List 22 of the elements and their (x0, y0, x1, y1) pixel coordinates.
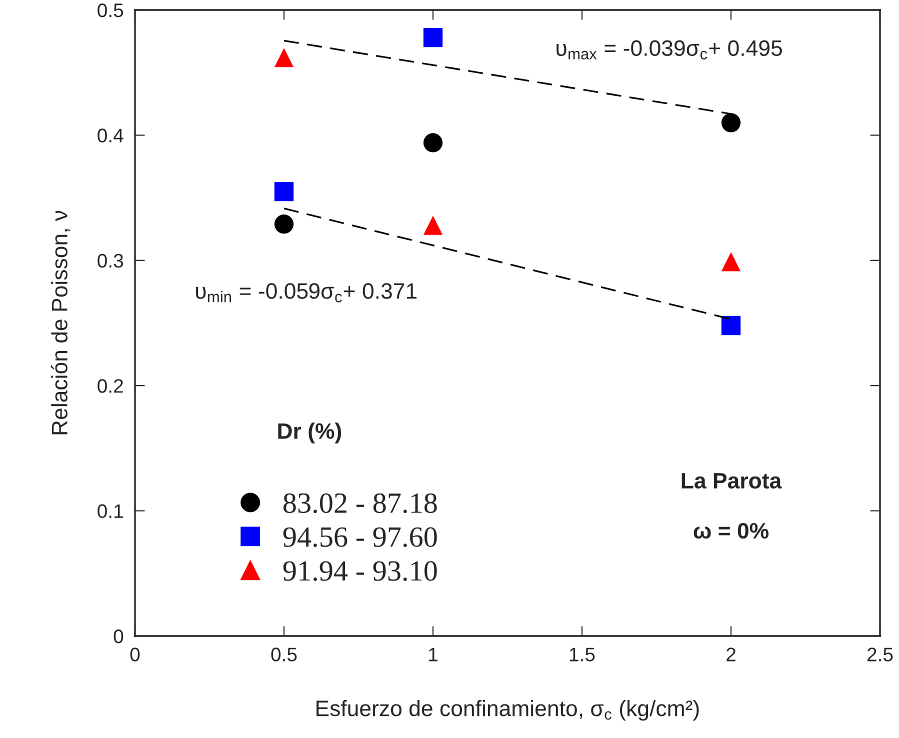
legend-label: 83.02 - 87.18 (284, 493, 437, 514)
y-tick-label: 0.1 (98, 504, 123, 518)
x-tick-label: 0.5 (271, 648, 297, 662)
x-tick-label: 0 (130, 648, 140, 662)
x-tick-label: 2.5 (867, 648, 893, 662)
annotation: υ$_{max}$ = -0.039σ$_{c}$+ 0.495 (556, 40, 782, 60)
x-tick-label: 2 (726, 648, 736, 662)
legend-label: 91.94 - 93.10 (283, 561, 437, 581)
y-axis-title: Relación de Poisson, ν (50, 210, 70, 434)
y-tick-label: 0.2 (98, 379, 123, 393)
y-tick-label: 0 (114, 629, 124, 644)
x-tick-label: 1 (429, 648, 438, 662)
legend-label: 94.56 - 97.60 (283, 527, 437, 548)
annotation: υ$_{min}$ = -0.059σ$_{c}$+ 0.371 (196, 283, 417, 302)
y-tick-label: 0.3 (98, 254, 124, 268)
legend-title: Dr (%) (278, 422, 342, 444)
x-axis-title: Esfuerzo de confinamiento, σ$_{c}$ (kg/cm²) (316, 700, 699, 721)
y-tick-label: 0.4 (98, 128, 124, 142)
x-tick-label: 1.5 (570, 648, 595, 662)
annotation: La Parota (682, 473, 782, 489)
annotation: ω = 0% (694, 522, 769, 539)
y-tick-label: 0.5 (98, 3, 124, 18)
